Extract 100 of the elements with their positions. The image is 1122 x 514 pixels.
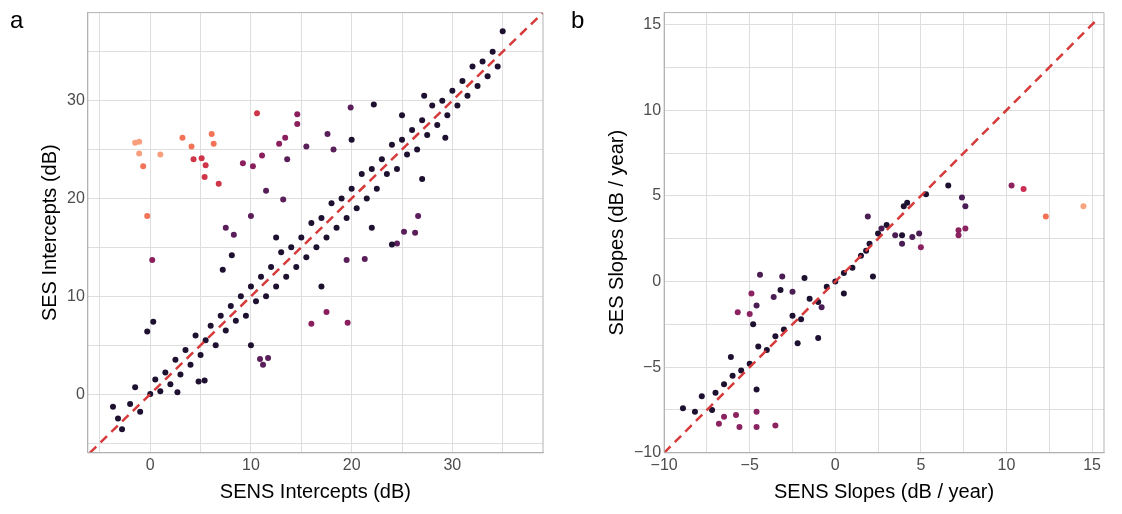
point xyxy=(755,343,762,350)
point xyxy=(282,134,289,141)
point xyxy=(308,320,315,327)
point xyxy=(772,333,779,340)
point xyxy=(818,304,825,311)
y-axis-title: SES Intercepts (dB) xyxy=(37,144,60,322)
point xyxy=(753,424,760,431)
point xyxy=(260,361,267,368)
point xyxy=(899,240,906,247)
point xyxy=(840,290,847,297)
x-tick-label: 5 xyxy=(916,455,926,473)
x-tick-label: 15 xyxy=(1083,455,1102,473)
point xyxy=(738,367,745,374)
point xyxy=(188,143,195,150)
point xyxy=(276,140,283,147)
point xyxy=(794,340,801,347)
point xyxy=(179,134,186,141)
y-axis-title: SES Slopes (dB / year) xyxy=(604,129,627,336)
point xyxy=(753,386,760,393)
point xyxy=(958,194,965,201)
chart-title: a xyxy=(10,6,24,34)
point xyxy=(415,213,422,220)
point xyxy=(344,319,351,326)
point xyxy=(770,293,777,300)
point xyxy=(712,389,719,396)
point xyxy=(144,213,151,220)
point xyxy=(748,290,755,297)
point xyxy=(945,182,952,189)
point xyxy=(756,271,763,278)
point xyxy=(361,256,368,263)
y-tick-label: 10 xyxy=(67,286,85,304)
point xyxy=(222,224,229,231)
point xyxy=(324,130,331,137)
point xyxy=(721,413,728,420)
y-tick-label: 10 xyxy=(643,100,662,118)
point xyxy=(779,273,786,280)
point xyxy=(257,355,264,362)
point xyxy=(750,321,757,328)
point xyxy=(136,138,143,145)
point xyxy=(263,187,270,194)
point xyxy=(140,163,147,170)
point xyxy=(343,257,350,264)
point xyxy=(733,412,740,419)
point xyxy=(753,408,760,415)
point xyxy=(709,406,716,413)
point xyxy=(892,232,899,239)
point xyxy=(190,156,197,163)
point xyxy=(230,231,237,238)
point xyxy=(909,233,916,240)
point xyxy=(962,203,969,210)
point xyxy=(239,160,246,167)
point xyxy=(157,151,164,158)
point xyxy=(136,150,143,157)
point xyxy=(208,130,215,137)
x-tick-label: −5 xyxy=(740,455,759,473)
point xyxy=(734,309,741,316)
y-tick-label: 0 xyxy=(75,384,85,402)
point xyxy=(772,422,779,429)
y-tick-label: −5 xyxy=(642,357,662,375)
point xyxy=(962,225,969,232)
x-tick-label: 0 xyxy=(830,455,840,473)
point xyxy=(202,162,209,169)
point xyxy=(691,408,698,415)
point xyxy=(1008,182,1015,189)
point xyxy=(1042,213,1049,220)
point xyxy=(247,213,254,220)
point xyxy=(259,152,266,159)
y-tick-label: 30 xyxy=(67,91,85,109)
point xyxy=(201,173,208,180)
y-tick-label: −10 xyxy=(634,443,662,461)
y-tick-label: 15 xyxy=(643,15,662,32)
point xyxy=(715,420,722,427)
point xyxy=(253,110,260,117)
point xyxy=(210,140,217,147)
point xyxy=(284,156,291,163)
x-tick-label: 30 xyxy=(443,455,462,473)
x-tick-label: 10 xyxy=(997,455,1016,473)
point xyxy=(330,146,337,153)
point xyxy=(198,155,205,162)
x-tick-label: 20 xyxy=(342,455,361,473)
point xyxy=(1020,186,1027,193)
point xyxy=(265,354,272,361)
point xyxy=(806,295,813,302)
point xyxy=(412,229,419,236)
x-axis-title: SENS Slopes (dB / year) xyxy=(774,479,995,502)
y-tick-label: 5 xyxy=(652,186,662,204)
point xyxy=(763,347,770,354)
point xyxy=(294,121,301,128)
point xyxy=(679,405,686,412)
point xyxy=(904,199,911,206)
point xyxy=(736,424,743,431)
point xyxy=(323,308,330,315)
point xyxy=(727,353,734,360)
x-tick-label: 10 xyxy=(242,455,260,473)
point xyxy=(864,213,871,220)
point xyxy=(347,104,354,111)
point xyxy=(798,316,805,323)
point xyxy=(249,163,256,170)
point xyxy=(215,180,222,187)
point xyxy=(917,244,924,251)
